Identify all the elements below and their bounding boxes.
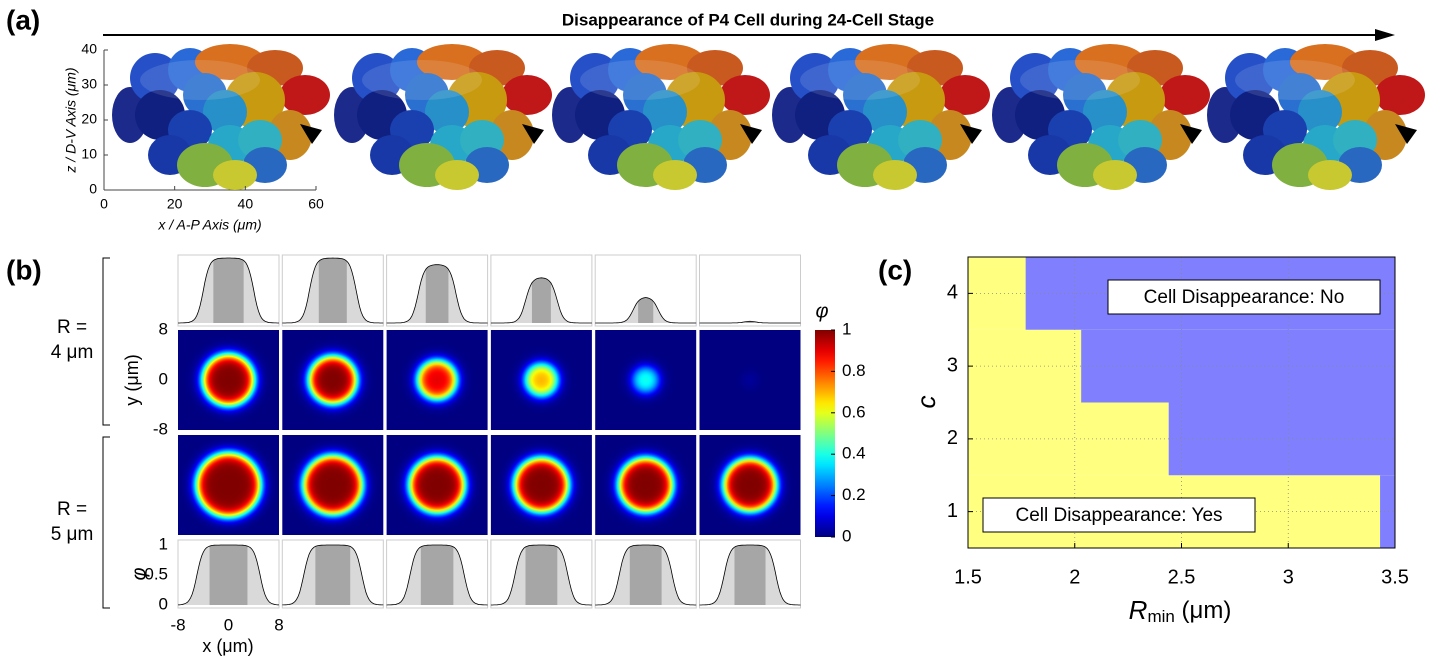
panel-title: Disappearance of P4 Cell during 24-Cell … bbox=[562, 10, 934, 29]
profile-frame bbox=[700, 255, 801, 326]
embryo bbox=[334, 44, 552, 190]
y-tick-label: 30 bbox=[81, 76, 97, 92]
bracket bbox=[103, 258, 110, 425]
heatmap bbox=[700, 435, 801, 535]
y-tick-label: 10 bbox=[81, 146, 97, 162]
row-label: 5 μm bbox=[51, 524, 94, 545]
embryo bbox=[112, 44, 330, 190]
panel-a: (a) Disappearance of P4 Cell during 24-C… bbox=[6, 4, 1425, 232]
heatmap bbox=[595, 330, 696, 430]
cell-band bbox=[734, 540, 765, 630]
colorbar-tick-label: 0 bbox=[842, 526, 851, 545]
y-axis-label: z / D-V Axis (μm) bbox=[63, 67, 79, 173]
panel-label: (a) bbox=[6, 4, 40, 35]
colorbar-tick-label: 1 bbox=[842, 319, 851, 338]
annotation: Cell Disappearance: No bbox=[1144, 287, 1345, 308]
x-tick-label: 3 bbox=[1283, 566, 1294, 588]
y-axis-label: c bbox=[911, 396, 941, 409]
profile-y-tick-label: 0 bbox=[159, 594, 168, 613]
x-axis-label: x (μm) bbox=[202, 636, 253, 656]
y-tick-label: 4 bbox=[947, 282, 958, 304]
x-tick-label: 1.5 bbox=[954, 566, 982, 588]
x-tick-label: 3.5 bbox=[1381, 566, 1409, 588]
annotation: Cell Disappearance: Yes bbox=[1015, 505, 1222, 526]
heatmap bbox=[387, 330, 488, 430]
colorbar-tick-label: 0.8 bbox=[842, 361, 866, 380]
heatmap bbox=[491, 330, 592, 430]
colorbar-label: φ bbox=[815, 300, 828, 322]
arrow-head bbox=[1375, 29, 1395, 41]
y-tick-label: 3 bbox=[947, 354, 958, 376]
bracket bbox=[103, 437, 110, 608]
x-tick-label: 20 bbox=[167, 196, 183, 212]
embryo bbox=[772, 44, 990, 190]
x-tick-label: -8 bbox=[170, 615, 185, 634]
heatmap bbox=[178, 435, 279, 535]
colorbar-tick-label: 0.4 bbox=[842, 444, 866, 463]
panel-label: (b) bbox=[6, 254, 42, 285]
y-tick-label: 40 bbox=[81, 41, 97, 57]
row-label: R = bbox=[57, 317, 87, 338]
x-axis-label: x / A-P Axis (μm) bbox=[157, 217, 261, 233]
y-tick-label: 2 bbox=[947, 427, 958, 449]
y-tick-label: -8 bbox=[153, 419, 168, 438]
panel-label: (c) bbox=[878, 254, 912, 285]
cell-band bbox=[525, 540, 557, 630]
embryo bbox=[992, 44, 1210, 190]
colorbar bbox=[815, 330, 835, 537]
x-tick-label: 8 bbox=[274, 615, 283, 634]
cell-band bbox=[630, 540, 662, 630]
profile-y-tick-label: 0.5 bbox=[144, 564, 168, 583]
colorbar-tick-label: 0.2 bbox=[842, 485, 866, 504]
y-axis-label: y (μm) bbox=[122, 354, 142, 405]
y-tick-label: 8 bbox=[159, 319, 168, 338]
colorbar-tick-label: 0.6 bbox=[842, 402, 866, 421]
heatmap bbox=[282, 330, 383, 430]
x-tick-label: 0 bbox=[224, 615, 233, 634]
embryo bbox=[552, 44, 770, 190]
heatmap bbox=[282, 435, 383, 535]
y-tick-label: 1 bbox=[947, 500, 958, 522]
heatmap bbox=[178, 330, 279, 430]
x-tick-label: 60 bbox=[308, 196, 324, 212]
embryo bbox=[1207, 44, 1425, 190]
y-tick-label: 0 bbox=[159, 369, 168, 388]
embryos bbox=[112, 44, 1425, 190]
heatmap bbox=[595, 435, 696, 535]
heatmap bbox=[491, 435, 592, 535]
profile-y-tick-label: 1 bbox=[159, 534, 168, 553]
x-tick-label: 2 bbox=[1069, 566, 1080, 588]
region-no bbox=[1169, 403, 1395, 476]
x-tick-label: 40 bbox=[238, 196, 254, 212]
cell-band bbox=[315, 540, 350, 630]
heatmap bbox=[700, 330, 801, 430]
figure: (a) Disappearance of P4 Cell during 24-C… bbox=[0, 0, 1440, 659]
cell-band bbox=[421, 540, 454, 630]
x-tick-label: 0 bbox=[100, 196, 108, 212]
x-axis-label: Rmin (μm) bbox=[1129, 595, 1232, 627]
row-label: 4 μm bbox=[51, 342, 94, 363]
row-label: R = bbox=[57, 499, 87, 520]
y-tick-label: 20 bbox=[81, 111, 97, 127]
x-tick-label: 2.5 bbox=[1168, 566, 1196, 588]
y-tick-label: 0 bbox=[89, 181, 97, 197]
heatmap bbox=[387, 435, 488, 535]
